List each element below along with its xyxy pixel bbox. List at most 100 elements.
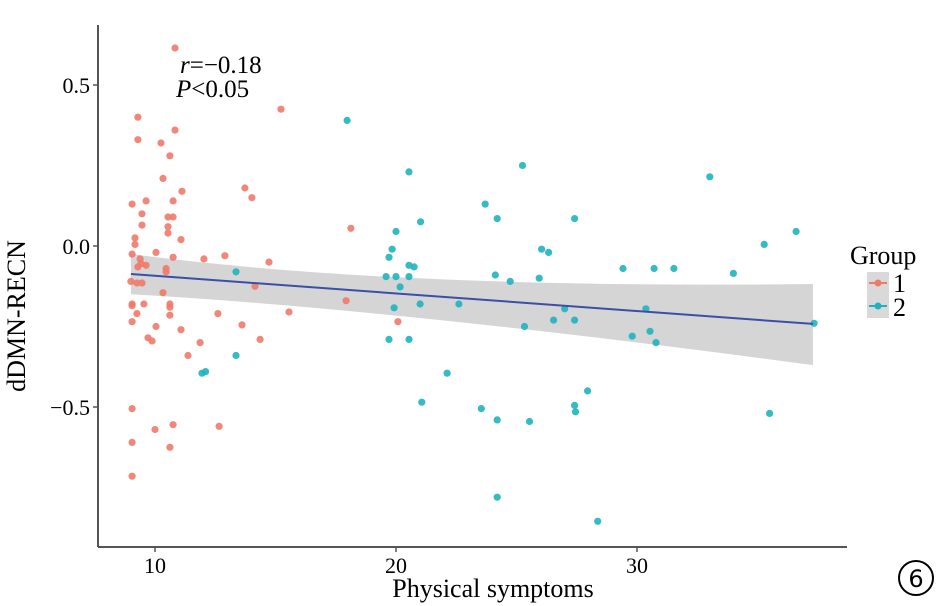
data-point-group-1 [394,318,402,326]
data-point-group-2 [491,271,499,279]
data-point-group-1 [164,229,172,237]
data-point-group-1 [177,236,185,244]
data-point-group-1 [241,184,249,192]
x-axis-title: Physical symptoms [392,574,594,603]
data-point-group-1 [128,405,136,413]
data-point-group-2 [792,227,800,236]
data-point-group-1 [128,472,136,480]
data-point-group-1 [265,258,273,266]
data-point-group-2 [561,305,569,313]
data-point-group-2 [619,264,627,273]
data-point-group-1 [127,277,135,285]
data-point-group-1 [277,105,285,113]
confidence-band [130,254,813,366]
data-point-group-2 [646,327,654,335]
data-point-group-1 [134,263,142,271]
data-point-group-2 [232,268,240,276]
y-tick-label: 0.0 [63,234,91,259]
data-point-group-2 [650,264,658,273]
data-point-group-2 [232,351,240,360]
data-point-group-2 [594,517,602,525]
data-point-group-2 [571,215,579,223]
data-point-group-1 [128,438,136,446]
points-layer [127,44,818,525]
data-point-group-1 [169,197,177,205]
data-point-group-1 [177,326,185,334]
data-point-group-1 [142,261,150,269]
legend-key-2-dot [874,302,882,310]
data-point-group-1 [140,300,148,308]
data-point-group-1 [285,308,293,316]
y-tick-label: −0.5 [50,395,90,420]
data-point-group-2 [550,316,558,324]
data-point-group-1 [215,422,223,430]
data-point-group-2 [405,273,413,281]
y-ticks: 0.5 0.0 −0.5 [50,73,98,420]
data-point-group-1 [200,255,208,263]
data-point-group-1 [128,318,136,326]
data-point-group-2 [538,245,546,253]
data-point-group-1 [248,194,256,202]
data-point-group-1 [138,279,146,287]
x-tick-label: 30 [626,553,648,578]
data-point-group-2 [416,300,424,308]
data-point-group-2 [481,200,489,208]
data-point-group-2 [443,369,451,377]
legend-title: Group [850,241,916,270]
data-point-group-2 [405,335,413,343]
data-point-group-2 [385,335,393,343]
data-point-group-2 [571,401,579,409]
data-point-group-1 [159,174,167,182]
data-point-group-2 [766,409,774,417]
data-point-group-2 [455,300,463,308]
legend-key-1-dot [874,279,882,287]
data-point-group-1 [178,187,186,195]
data-point-group-1 [171,126,179,134]
badge-circle [898,560,934,596]
data-point-group-1 [134,136,142,144]
data-point-group-1 [166,443,174,451]
x-ticks: 10 20 30 [144,547,648,578]
data-point-group-1 [151,425,159,434]
data-point-group-2 [493,493,501,501]
data-point-group-2 [392,273,400,281]
data-point-group-1 [133,310,141,318]
data-point-group-2 [343,116,351,124]
data-point-group-1 [164,213,172,221]
data-point-group-2 [525,417,534,426]
legend-label-1: 1 [893,269,906,298]
data-point-group-2 [493,215,501,223]
data-point-group-1 [157,139,165,147]
data-point-group-1 [142,197,150,205]
svg-text:r=−0.18: r=−0.18 [180,52,262,79]
data-point-group-1 [128,250,136,258]
data-point-group-1 [196,339,204,347]
confidence-band-layer [130,254,813,366]
data-point-group-1 [133,279,141,287]
x-tick-label: 20 [385,553,407,578]
data-point-group-1 [138,210,146,218]
data-point-group-2 [584,387,592,395]
data-point-group-1 [166,303,174,311]
data-point-group-2 [520,322,529,331]
data-point-group-1 [169,213,177,221]
data-point-group-1 [159,289,167,297]
data-point-group-2 [418,398,426,406]
data-point-group-1 [138,221,146,229]
data-point-group-1 [214,310,222,318]
data-point-group-2 [535,274,543,282]
figure-badge: 6 [898,560,934,596]
r-value: =−0.18 [190,52,262,79]
data-point-group-1 [152,322,160,331]
data-point-group-1 [184,351,192,360]
data-point-group-1 [342,297,350,305]
data-point-group-1 [131,240,139,248]
data-point-group-2 [810,319,818,327]
svg-text:P<0.05: P<0.05 [175,76,249,103]
data-point-group-2 [392,227,400,236]
data-point-group-2 [760,240,768,248]
data-point-group-1 [134,113,142,121]
regression-line [130,273,814,325]
data-point-group-2 [729,269,738,277]
data-point-group-1 [166,152,174,160]
